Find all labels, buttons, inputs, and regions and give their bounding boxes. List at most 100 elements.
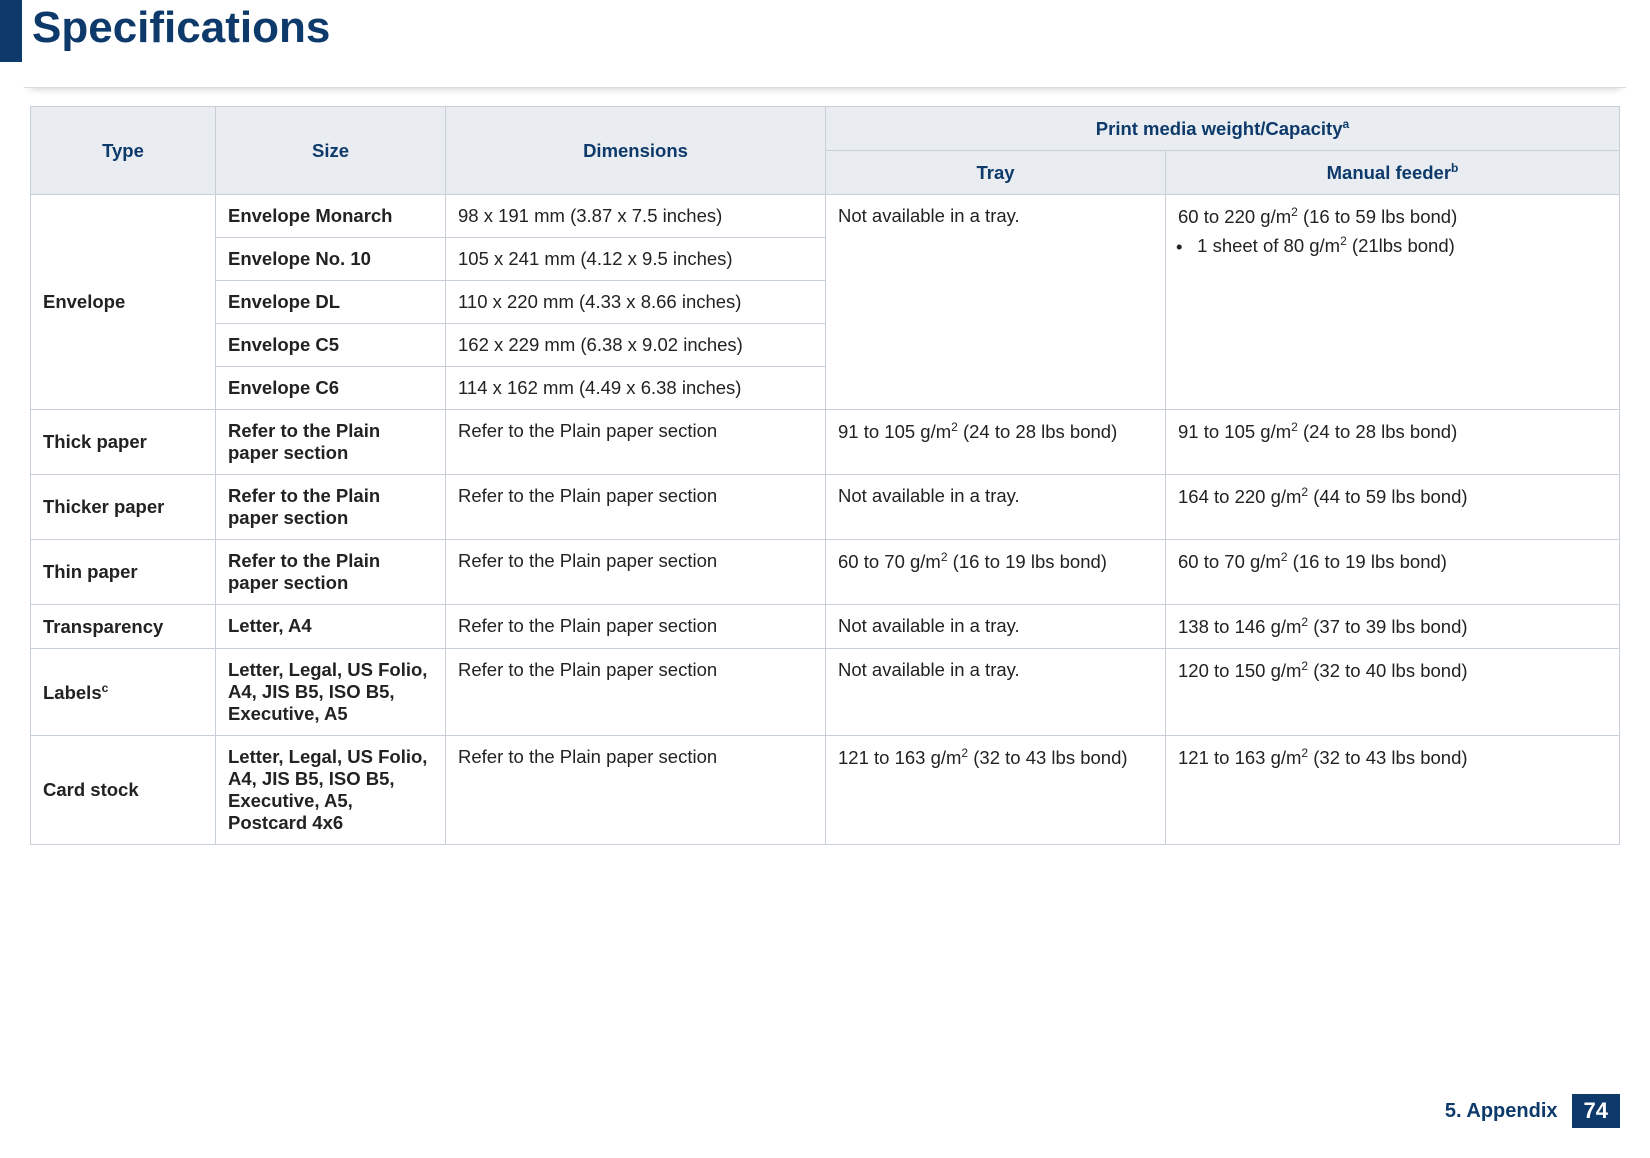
cell-dim: Refer to the Plain paper section [446,649,826,736]
cell-feed: 60 to 70 g/m2 (16 to 19 lbs bond) [1166,540,1620,605]
cell-size: Letter, Legal, US Folio, A4, JIS B5, ISO… [216,736,446,845]
cell-tray: 60 to 70 g/m2 (16 to 19 lbs bond) [826,540,1166,605]
tray-a: 121 to 163 g/m [838,748,961,769]
cell-type: Transparency [31,605,216,649]
page-footer: 5. Appendix 74 [1445,1094,1620,1128]
cell-type: Thicker paper [31,475,216,540]
feed-sup: 2 [1291,420,1298,434]
feed-a: 164 to 220 g/m [1178,486,1301,507]
th-type: Type [31,107,216,195]
cell-size: Refer to the Plain paper section [216,540,446,605]
feed-b: (32 to 40 lbs bond) [1308,661,1467,682]
row-transparency: Transparency Letter, A4 Refer to the Pla… [31,605,1620,649]
cell-size: Refer to the Plain paper section [216,475,446,540]
tray-sup: 2 [951,420,958,434]
cell-feed: 120 to 150 g/m2 (32 to 40 lbs bond) [1166,649,1620,736]
feed-a: 138 to 146 g/m [1178,616,1301,637]
th-size: Size [216,107,446,195]
feed-b: (16 to 19 lbs bond) [1288,551,1447,572]
tray-b: (24 to 28 lbs bond) [958,421,1117,442]
feeder-line1-sup: 2 [1291,205,1298,219]
cell-type-envelope: Envelope [31,195,216,410]
cell-type: Thin paper [31,540,216,605]
tray-b: (32 to 43 lbs bond) [968,748,1127,769]
cell-dim: Refer to the Plain paper section [446,410,826,475]
cell-type: Card stock [31,736,216,845]
page-header: Specifications [0,0,1650,62]
cell-feed: 121 to 163 g/m2 (32 to 43 lbs bond) [1166,736,1620,845]
cell-type: Thick paper [31,410,216,475]
row-labels: Labelsc Letter, Legal, US Folio, A4, JIS… [31,649,1620,736]
spec-table-head: Type Size Dimensions Print media weight/… [31,107,1620,195]
tray-b: (16 to 19 lbs bond) [948,551,1107,572]
footer-chapter: 5. Appendix [1445,1100,1558,1123]
cell-size: Envelope Monarch [216,195,446,238]
feeder-bullet-sup: 2 [1340,234,1347,248]
th-feeder-sup: b [1451,161,1458,175]
header-accent-bar [0,0,22,62]
cell-size: Letter, Legal, US Folio, A4, JIS B5, ISO… [216,649,446,736]
cell-dim: 162 x 229 mm (6.38 x 9.02 inches) [446,324,826,367]
type-sup: c [102,681,109,695]
cell-dim: 105 x 241 mm (4.12 x 9.5 inches) [446,238,826,281]
feeder-line1-b: (16 to 59 lbs bond) [1298,206,1457,227]
page-title: Specifications [22,0,330,52]
header-divider [24,70,1626,88]
cell-dim: Refer to the Plain paper section [446,736,826,845]
cell-type: Labelsc [31,649,216,736]
th-dimensions: Dimensions [446,107,826,195]
spec-table: Type Size Dimensions Print media weight/… [30,106,1620,845]
cell-size: Letter, A4 [216,605,446,649]
th-tray: Tray [826,151,1166,195]
feeder-bullet: 1 sheet of 80 g/m2 (21lbs bond) [1192,234,1607,257]
feeder-bullet-a: 1 sheet of 80 g/m [1197,236,1340,257]
cell-feed: 164 to 220 g/m2 (44 to 59 lbs bond) [1166,475,1620,540]
cell-size: Envelope C5 [216,324,446,367]
cell-dim: Refer to the Plain paper section [446,540,826,605]
cell-size: Envelope DL [216,281,446,324]
feed-a: 121 to 163 g/m [1178,748,1301,769]
cell-tray: 121 to 163 g/m2 (32 to 43 lbs bond) [826,736,1166,845]
cell-tray: Not available in a tray. [826,649,1166,736]
cell-envelope-tray: Not available in a tray. [826,195,1166,410]
cell-tray: Not available in a tray. [826,475,1166,540]
footer-page-number: 74 [1572,1094,1620,1128]
cell-size: Envelope C6 [216,367,446,410]
feed-a: 91 to 105 g/m [1178,421,1291,442]
content-area: Type Size Dimensions Print media weight/… [0,106,1650,845]
type-text: Labels [43,682,102,703]
feed-b: (44 to 59 lbs bond) [1308,486,1467,507]
feed-sup: 2 [1281,550,1288,564]
cell-dim: 98 x 191 mm (3.87 x 7.5 inches) [446,195,826,238]
feed-a: 60 to 70 g/m [1178,551,1281,572]
tray-a: 91 to 105 g/m [838,421,951,442]
feed-b: (24 to 28 lbs bond) [1298,421,1457,442]
row-thick-paper: Thick paper Refer to the Plain paper sec… [31,410,1620,475]
tray-sup: 2 [941,550,948,564]
cell-dim: Refer to the Plain paper section [446,605,826,649]
th-weight-capacity: Print media weight/Capacitya [826,107,1620,151]
row-thicker-paper: Thicker paper Refer to the Plain paper s… [31,475,1620,540]
feed-a: 120 to 150 g/m [1178,661,1301,682]
cell-dim: 114 x 162 mm (4.49 x 6.38 inches) [446,367,826,410]
cell-feed: 91 to 105 g/m2 (24 to 28 lbs bond) [1166,410,1620,475]
cell-tray: 91 to 105 g/m2 (24 to 28 lbs bond) [826,410,1166,475]
tray-a: 60 to 70 g/m [838,551,941,572]
th-feeder: Manual feederb [1166,151,1620,195]
cell-feed: 138 to 146 g/m2 (37 to 39 lbs bond) [1166,605,1620,649]
th-feeder-text: Manual feeder [1327,162,1451,183]
feed-b: (32 to 43 lbs bond) [1308,748,1467,769]
cell-tray: Not available in a tray. [826,605,1166,649]
cell-dim: 110 x 220 mm (4.33 x 8.66 inches) [446,281,826,324]
row-card-stock: Card stock Letter, Legal, US Folio, A4, … [31,736,1620,845]
row-thin-paper: Thin paper Refer to the Plain paper sect… [31,540,1620,605]
envelope-row-0: Envelope Envelope Monarch 98 x 191 mm (3… [31,195,1620,238]
cell-dim: Refer to the Plain paper section [446,475,826,540]
feeder-bullet-b: (21lbs bond) [1347,236,1455,257]
cell-size: Refer to the Plain paper section [216,410,446,475]
th-weight-sup: a [1343,117,1350,131]
cell-size: Envelope No. 10 [216,238,446,281]
th-weight-text: Print media weight/Capacity [1096,118,1343,139]
feeder-line1-a: 60 to 220 g/m [1178,206,1291,227]
cell-envelope-feeder: 60 to 220 g/m2 (16 to 59 lbs bond) 1 she… [1166,195,1620,410]
